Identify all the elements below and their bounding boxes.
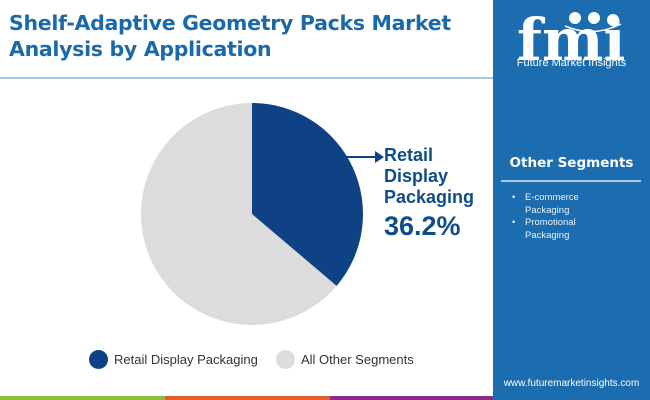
pie-chart	[141, 103, 363, 325]
other-segments-title: Other Segments	[509, 155, 634, 171]
list-item: E-commerce Packaging	[512, 192, 622, 217]
callout-arrow-icon	[345, 151, 384, 163]
other-segments-list: E-commerce Packaging Promotional Packagi…	[512, 192, 622, 242]
callout-label: Retail Display Packaging	[384, 145, 475, 207]
legend-swatch-icon	[89, 350, 108, 369]
legend-label: Retail Display Packaging	[114, 352, 258, 367]
legend-swatch-icon	[276, 350, 295, 369]
fmi-logo-icon: fmi	[517, 8, 625, 70]
page-title: Shelf-Adaptive Geometry Packs Market Ana…	[9, 11, 451, 61]
legend-item-all-other-segments: All Other Segments	[276, 350, 414, 369]
footer-bar-orange	[165, 396, 330, 400]
pie-slice-retail-display-packaging	[252, 103, 363, 286]
footer-bar-green	[0, 396, 165, 400]
other-segments-divider	[501, 180, 641, 182]
legend-item-retail-display-packaging: Retail Display Packaging	[89, 350, 258, 369]
sidebar-panel: fmi Future Market Insights Other Segment…	[493, 0, 650, 400]
callout-value: 36.2%	[384, 211, 461, 241]
list-item: Promotional Packaging	[512, 217, 622, 242]
title-divider	[0, 77, 493, 79]
footer-bar-purple	[330, 396, 493, 400]
website-link[interactable]: www.futuremarketinsights.com	[503, 378, 640, 389]
legend-label: All Other Segments	[301, 352, 414, 367]
brand-name: Future Market Insights	[516, 57, 627, 69]
